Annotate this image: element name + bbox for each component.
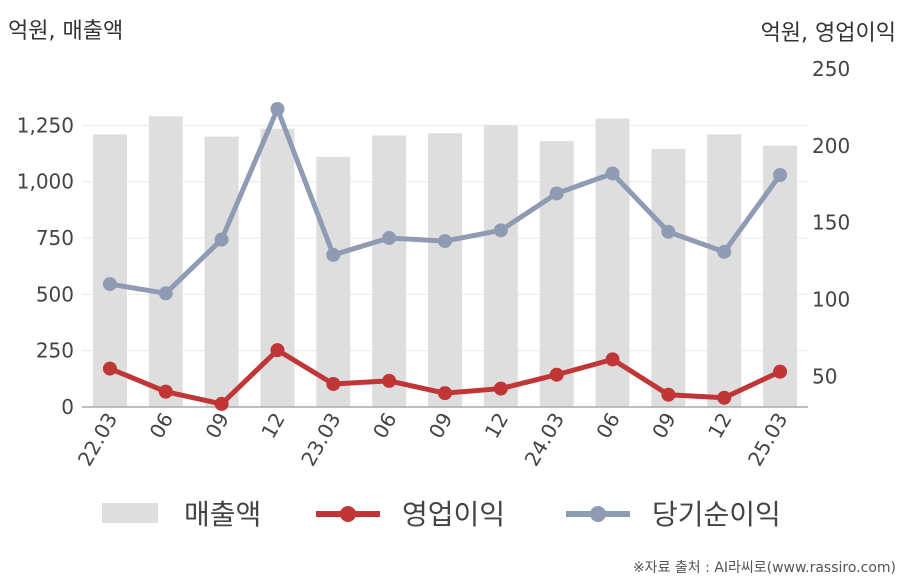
right-axis-label: 억원, 영업이익 <box>761 21 896 46</box>
legend-label-net-income: 당기순이익 <box>652 498 781 531</box>
net-income-point <box>382 231 397 245</box>
operating-profit-point <box>773 364 788 379</box>
revenue-bar <box>204 136 239 407</box>
net-income-point <box>102 277 117 292</box>
left-tick-label: 500 <box>36 282 74 306</box>
source-note: ※자료 출처 : AI라씨로(www.rassiro.com) <box>633 560 896 576</box>
x-tick-label: 06 <box>591 409 625 443</box>
x-tick-label: 09 <box>424 409 458 443</box>
operating-profit-point <box>270 343 285 358</box>
net-income-point <box>438 234 452 249</box>
revenue-bar <box>539 141 574 407</box>
right-tick-label: 250 <box>812 57 850 81</box>
x-tick-label: 06 <box>145 409 179 443</box>
revenue-bar <box>260 128 295 408</box>
operating-profit-point <box>438 386 452 401</box>
right-tick-label: 100 <box>812 287 850 311</box>
revenue-bar <box>92 134 127 407</box>
x-tick-label: 12 <box>480 409 514 443</box>
left-tick-label: 250 <box>36 339 74 363</box>
operating-profit-point <box>717 390 732 405</box>
x-tick-label: 09 <box>200 409 234 443</box>
operating-profit-point <box>326 376 341 391</box>
x-tick-label: 09 <box>647 409 681 443</box>
line-series <box>102 101 788 411</box>
net-income-point <box>326 247 341 262</box>
net-income-point <box>549 186 564 201</box>
net-income-point <box>270 101 285 116</box>
right-tick-label: 50 <box>812 364 837 388</box>
x-tick-label: 06 <box>368 409 402 443</box>
revenue-bar <box>483 125 518 407</box>
x-tick-label: 12 <box>703 409 737 443</box>
left-tick-label: 1,000 <box>17 170 74 194</box>
left-axis-label: 억원, 매출액 <box>8 19 123 44</box>
revenue-bar <box>707 134 742 407</box>
legend-swatch-revenue <box>102 503 158 523</box>
operating-profit-point <box>661 387 676 402</box>
operating-profit-point <box>549 367 564 382</box>
operating-profit-point <box>102 361 117 376</box>
revenue-bars <box>92 116 798 408</box>
legend-label-revenue: 매출액 <box>184 498 261 531</box>
x-axis-ticks: 22.03 06 09 12 23.03 06 09 12 24.03 06 09 12 25.03 <box>73 409 793 471</box>
legend-label-operating-profit: 영업이익 <box>402 498 505 531</box>
x-tick-label: 24.03 <box>520 409 569 471</box>
revenue-bar <box>651 148 686 407</box>
left-tick-label: 1,250 <box>17 113 74 137</box>
operating-profit-point <box>214 396 229 411</box>
revenue-bar <box>372 135 407 407</box>
net-income-point <box>773 168 788 183</box>
net-income-point <box>158 286 173 301</box>
x-tick-label: 12 <box>256 409 290 443</box>
operating-profit-point <box>382 373 397 388</box>
right-tick-label: 150 <box>812 211 850 235</box>
operating-profit-point <box>493 381 508 396</box>
x-tick-label: 23.03 <box>296 409 345 471</box>
net-income-point <box>214 232 229 247</box>
legend-marker-operating-profit <box>340 506 356 522</box>
net-income-point <box>717 244 732 259</box>
net-income-point <box>661 224 676 239</box>
left-tick-label: 0 <box>61 395 74 419</box>
net-income-point <box>493 223 508 238</box>
legend-marker-net-income <box>590 506 606 522</box>
revenue-bar <box>148 116 183 407</box>
legend: 매출액 영업이익 당기순이익 <box>102 498 781 531</box>
x-tick-label: 25.03 <box>743 409 792 471</box>
x-tick-label: 22.03 <box>73 409 122 471</box>
net-income-point <box>605 166 620 181</box>
right-tick-label: 200 <box>812 134 850 158</box>
left-tick-label: 750 <box>36 226 74 250</box>
revenue-bar <box>316 156 351 407</box>
left-axis-ticks: 0 250 500 750 1,000 1,250 <box>17 113 74 419</box>
operating-profit-point <box>605 352 620 367</box>
right-axis-ticks: 50 100 150 200 250 <box>812 57 850 388</box>
revenue-bar <box>428 133 462 407</box>
operating-profit-point <box>158 384 173 399</box>
